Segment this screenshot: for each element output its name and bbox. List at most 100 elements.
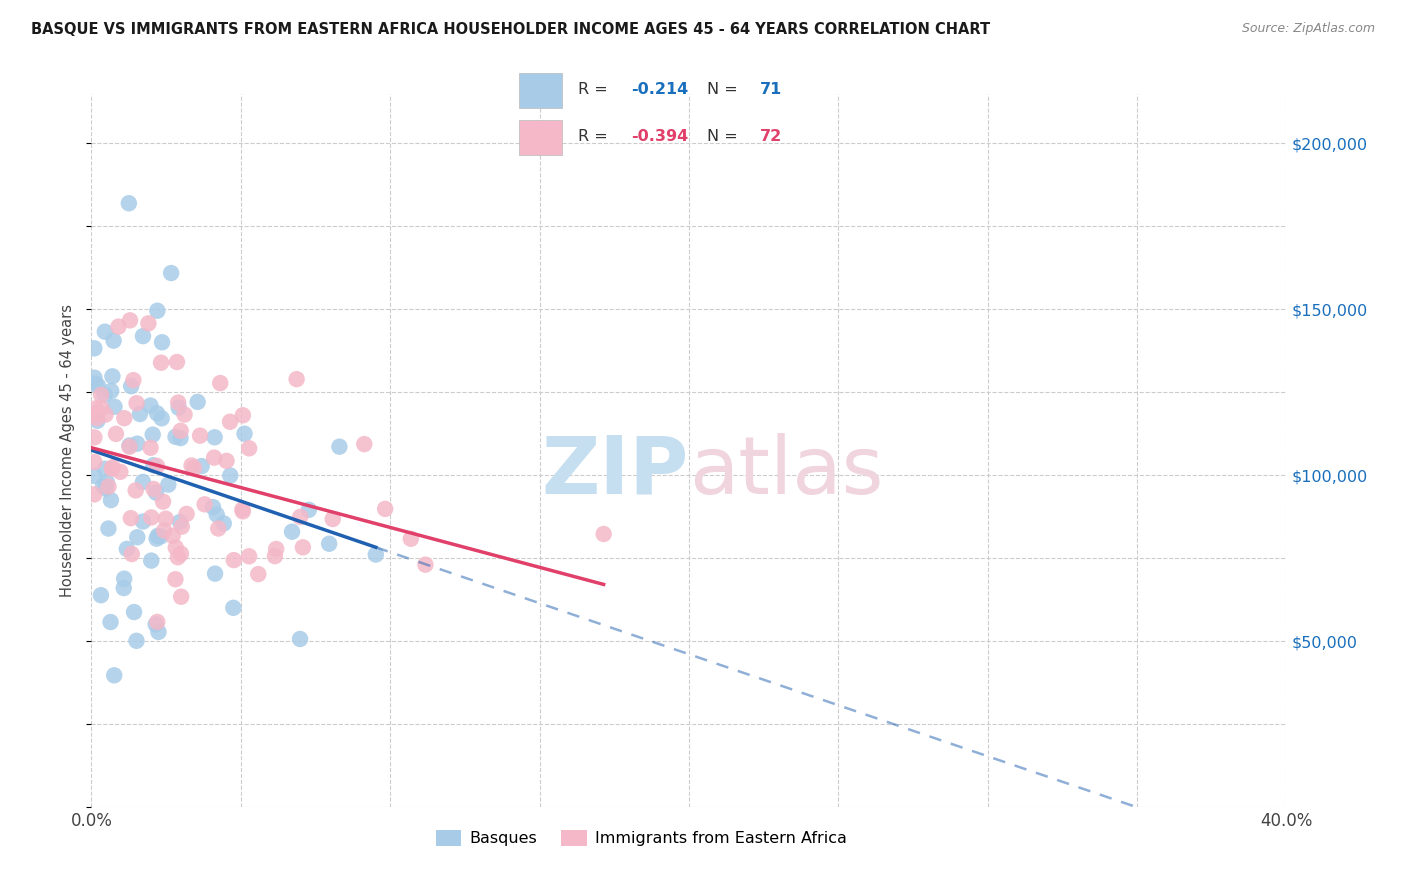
Point — [328, 440, 350, 454]
Text: 72: 72 — [761, 129, 782, 145]
Point — [142, 427, 165, 442]
Point — [128, 407, 150, 421]
Point — [118, 313, 141, 327]
Point — [112, 581, 135, 595]
Point — [194, 497, 217, 511]
Point — [91, 479, 114, 493]
Point — [83, 407, 105, 421]
Point — [374, 501, 396, 516]
Text: Source: ZipAtlas.com: Source: ZipAtlas.com — [1241, 22, 1375, 36]
Point — [122, 605, 145, 619]
Point — [142, 482, 165, 496]
Point — [145, 485, 167, 500]
Point — [97, 522, 120, 536]
Point — [205, 508, 228, 522]
Point — [202, 450, 225, 465]
Point — [170, 547, 193, 561]
Point — [125, 396, 148, 410]
Point — [138, 317, 160, 331]
Point — [318, 537, 340, 551]
Point — [146, 406, 169, 420]
Point — [132, 475, 155, 489]
Point — [141, 553, 163, 567]
Point — [83, 455, 105, 469]
Y-axis label: Householder Income Ages 45 - 64 years: Householder Income Ages 45 - 64 years — [60, 304, 76, 597]
Point — [101, 461, 124, 475]
Point — [183, 461, 205, 475]
Point — [87, 378, 110, 392]
Point — [125, 633, 148, 648]
Point — [166, 355, 188, 369]
Point — [101, 369, 124, 384]
Point — [264, 541, 287, 556]
Point — [222, 600, 245, 615]
Point — [290, 510, 312, 524]
Point — [264, 549, 287, 563]
Point — [170, 590, 193, 604]
Point — [94, 325, 117, 339]
Point — [291, 541, 314, 555]
Point — [84, 376, 107, 391]
Point — [86, 414, 108, 428]
Point — [107, 319, 129, 334]
Point — [173, 408, 195, 422]
Point — [145, 617, 167, 632]
Point — [90, 588, 112, 602]
Point — [364, 548, 387, 562]
Point — [285, 372, 308, 386]
Point — [281, 524, 304, 539]
Point — [204, 566, 226, 581]
Point — [103, 400, 125, 414]
Text: BASQUE VS IMMIGRANTS FROM EASTERN AFRICA HOUSEHOLDER INCOME AGES 45 - 64 YEARS C: BASQUE VS IMMIGRANTS FROM EASTERN AFRICA… — [31, 22, 990, 37]
Point — [96, 475, 118, 490]
Point — [122, 373, 145, 387]
Point — [165, 541, 187, 555]
Point — [150, 335, 173, 350]
Point — [118, 438, 141, 452]
Point — [118, 196, 141, 211]
FancyBboxPatch shape — [519, 120, 562, 155]
Text: atlas: atlas — [689, 433, 883, 511]
Text: R =: R = — [578, 82, 613, 97]
Point — [353, 437, 375, 451]
Point — [176, 507, 198, 521]
Point — [415, 558, 437, 572]
Point — [187, 395, 209, 409]
Point — [204, 430, 226, 444]
Point — [146, 529, 169, 543]
Point — [100, 384, 122, 398]
Point — [115, 541, 138, 556]
Point — [167, 550, 190, 565]
Text: N =: N = — [707, 129, 744, 145]
Text: ZIP: ZIP — [541, 433, 689, 511]
Point — [146, 458, 169, 473]
Point — [100, 615, 122, 629]
Point — [86, 411, 108, 425]
Point — [149, 529, 172, 543]
Point — [139, 399, 162, 413]
Point — [127, 530, 149, 544]
Point — [167, 395, 190, 409]
Point — [120, 511, 142, 525]
Point — [162, 529, 184, 543]
Point — [83, 468, 105, 483]
Point — [94, 482, 117, 496]
Point — [222, 553, 245, 567]
FancyBboxPatch shape — [519, 73, 562, 108]
Point — [110, 465, 132, 479]
Point — [112, 572, 135, 586]
Point — [167, 401, 190, 415]
Point — [124, 483, 146, 498]
Point — [150, 356, 173, 370]
Point — [170, 519, 193, 533]
Point — [170, 424, 193, 438]
Legend: Basques, Immigrants from Eastern Africa: Basques, Immigrants from Eastern Africa — [429, 823, 853, 853]
Point — [90, 388, 112, 402]
Point — [180, 458, 202, 473]
Point — [207, 521, 229, 535]
Text: -0.214: -0.214 — [631, 82, 689, 97]
Point — [101, 460, 124, 475]
Point — [104, 426, 127, 441]
Point — [160, 266, 183, 280]
Point — [232, 409, 254, 423]
